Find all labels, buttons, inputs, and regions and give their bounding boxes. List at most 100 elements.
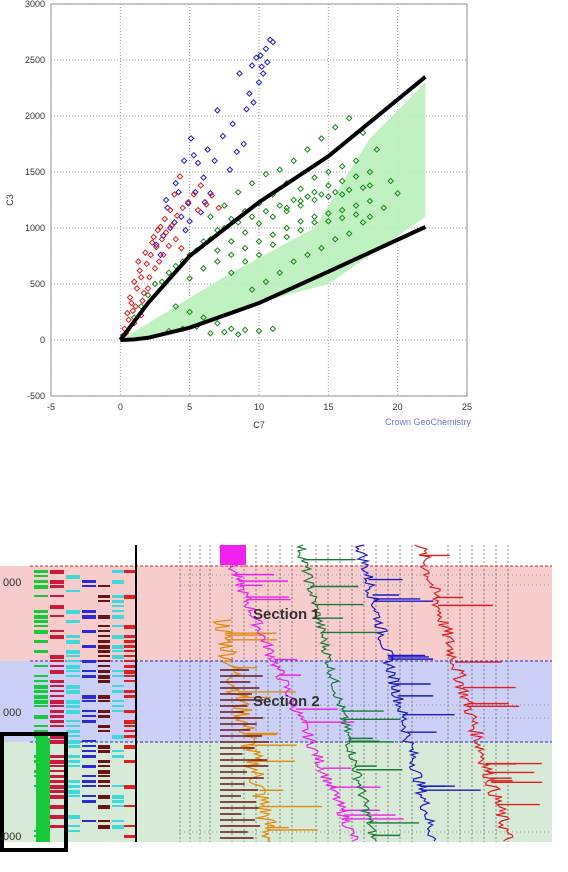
y-tick-label: 2500 bbox=[25, 55, 45, 65]
lithology-mark bbox=[124, 680, 136, 682]
lithology-mark bbox=[50, 760, 64, 764]
data-point bbox=[162, 196, 170, 204]
data-point bbox=[262, 278, 270, 286]
lithology-mark bbox=[112, 645, 124, 649]
data-point bbox=[219, 132, 227, 140]
lithology-mark bbox=[66, 710, 80, 714]
section-2-label: Section 2 bbox=[253, 693, 320, 710]
lithology-mark bbox=[98, 655, 110, 657]
lithology-mark bbox=[124, 695, 136, 698]
lithology-mark bbox=[124, 670, 136, 674]
y-tick-label: -500 bbox=[27, 391, 45, 401]
data-point bbox=[387, 177, 395, 185]
lithology-mark bbox=[82, 715, 96, 717]
lithology-mark bbox=[82, 755, 96, 758]
data-point bbox=[179, 204, 187, 212]
data-point bbox=[143, 260, 150, 268]
lithology-mark bbox=[34, 585, 48, 589]
data-point bbox=[352, 211, 360, 218]
data-point bbox=[187, 135, 195, 142]
data-point bbox=[186, 308, 193, 316]
lithology-mark bbox=[124, 710, 136, 713]
lithology-mark bbox=[66, 650, 80, 654]
data-point bbox=[257, 52, 264, 59]
data-point bbox=[139, 297, 146, 305]
log-curves bbox=[211, 544, 543, 843]
data-point bbox=[331, 188, 339, 196]
lithology-mark bbox=[98, 680, 110, 683]
data-point bbox=[211, 157, 218, 165]
lithology-mark bbox=[124, 650, 136, 652]
data-point bbox=[248, 62, 256, 69]
lithology-mark bbox=[82, 780, 96, 783]
lithology-mark bbox=[50, 615, 64, 617]
data-point bbox=[248, 179, 256, 187]
lithology-mark bbox=[50, 570, 64, 574]
lithology-mark bbox=[124, 660, 136, 662]
lithology-mark bbox=[66, 760, 80, 763]
lithology-mark bbox=[112, 610, 124, 612]
lithology-mark bbox=[50, 605, 64, 609]
lithology-mark bbox=[66, 780, 80, 783]
data-point bbox=[190, 151, 198, 159]
data-point bbox=[276, 202, 284, 209]
lithology-mark bbox=[66, 675, 80, 677]
data-point bbox=[276, 166, 284, 174]
data-point bbox=[325, 168, 332, 176]
lithology-mark bbox=[124, 725, 136, 727]
lithology-mark bbox=[124, 675, 136, 677]
data-point bbox=[338, 163, 346, 170]
data-point bbox=[259, 70, 267, 77]
lithology-mark bbox=[112, 685, 124, 687]
lithology-mark bbox=[98, 710, 110, 713]
lithology-mark bbox=[98, 825, 110, 829]
lithology-mark bbox=[112, 755, 124, 758]
x-tick-label: 15 bbox=[323, 402, 333, 412]
data-point bbox=[241, 326, 249, 334]
lithology-mark bbox=[82, 630, 96, 633]
lithology-mark bbox=[124, 785, 136, 789]
lithology-mark bbox=[34, 695, 48, 699]
lithology-mark bbox=[66, 830, 80, 832]
data-point bbox=[352, 157, 360, 165]
data-point bbox=[153, 243, 160, 251]
lithology-mark bbox=[50, 585, 64, 588]
lithology-mark bbox=[82, 740, 96, 742]
lithology-mark bbox=[112, 580, 124, 584]
data-point bbox=[331, 123, 339, 131]
lithology-mark bbox=[82, 720, 96, 723]
data-point bbox=[366, 197, 374, 205]
data-point bbox=[262, 170, 270, 178]
lithology-mark bbox=[66, 720, 80, 722]
lithology-mark bbox=[66, 765, 80, 767]
lithology-mark bbox=[112, 625, 124, 627]
lithology-mark bbox=[82, 775, 96, 777]
lithology-mark bbox=[50, 665, 64, 667]
lithology-mark bbox=[50, 690, 64, 692]
data-point bbox=[184, 198, 192, 206]
data-point bbox=[227, 238, 235, 245]
lithology-mark bbox=[98, 650, 110, 653]
data-point bbox=[255, 238, 263, 245]
lithology-mark bbox=[50, 805, 64, 809]
data-point bbox=[290, 196, 297, 204]
data-point bbox=[166, 224, 174, 232]
lithology-mark bbox=[66, 825, 80, 827]
lithology-mark bbox=[112, 595, 124, 598]
data-point bbox=[345, 186, 353, 194]
data-point bbox=[241, 244, 249, 252]
data-point bbox=[135, 258, 142, 265]
data-point bbox=[157, 223, 164, 231]
data-point bbox=[141, 249, 149, 256]
data-point bbox=[311, 188, 318, 196]
lithology-mark bbox=[112, 750, 124, 752]
x-tick-label: -5 bbox=[47, 402, 55, 412]
lithology-mark bbox=[82, 670, 96, 672]
data-point bbox=[366, 182, 374, 189]
data-point bbox=[255, 327, 263, 335]
lithology-mark bbox=[112, 735, 124, 739]
data-point bbox=[352, 202, 360, 209]
data-point bbox=[234, 331, 242, 338]
data-point bbox=[214, 107, 221, 114]
lithology-mark bbox=[124, 760, 136, 763]
